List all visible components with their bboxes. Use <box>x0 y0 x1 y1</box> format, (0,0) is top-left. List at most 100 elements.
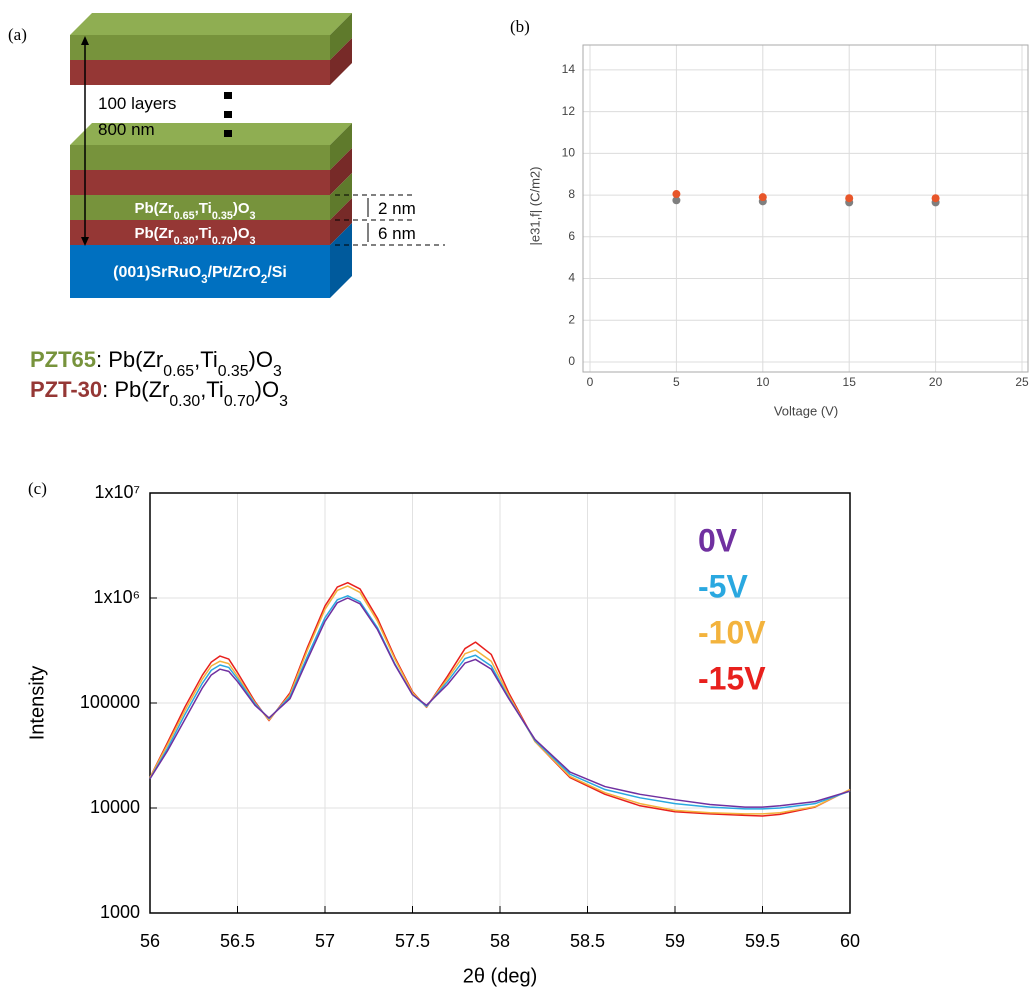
y-tick-label: 10 <box>562 146 576 160</box>
legend-entry: -5V <box>698 568 748 604</box>
material-legend: PZT-30: Pb(Zr0.30,Ti0.70)O3 <box>30 377 288 410</box>
subscript: 3 <box>279 393 288 410</box>
layer-label: Pb(Zr0.65,Ti0.35)O3 <box>134 200 255 222</box>
x-tick-label: 25 <box>1015 375 1029 389</box>
x-axis-title: 2θ (deg) <box>463 965 538 987</box>
stack-note: 100 layers <box>98 94 176 113</box>
data-point <box>845 194 854 203</box>
x-axis-title: Voltage (V) <box>774 403 838 418</box>
material-legend: PZT65: Pb(Zr0.65,Ti0.35)O3 <box>30 347 282 380</box>
layer-label: Pb(Zr0.30,Ti0.70)O3 <box>134 225 255 247</box>
y-tick-label: 1x10⁷ <box>94 482 140 502</box>
formula: : Pb(Zr0.65,Ti0.35)O3 <box>96 347 282 380</box>
ellipsis-dot <box>224 130 232 137</box>
data-point <box>672 196 681 205</box>
legend-entry: 0V <box>698 522 738 558</box>
text-segment: )O <box>233 200 250 217</box>
plot-area <box>583 45 1028 372</box>
thickness-label: 2 nm <box>378 199 416 218</box>
formula: : Pb(Zr0.30,Ti0.70)O3 <box>102 377 288 410</box>
chart: (b) 0 2 4 6 8 10 12 14 0 5 10 15 20 25 Voltage (V) |e31,… <box>510 17 1029 418</box>
y-tick-label: 4 <box>568 271 575 285</box>
x-tick-label: 57 <box>315 931 335 951</box>
text-segment: /Pt/ZrO <box>208 264 261 281</box>
x-tick-label: 10 <box>756 375 770 389</box>
layer-stack-diagram: (a) 100 layers 800 nm Pb(Zr0.65,Ti0.35)O… <box>8 13 445 410</box>
y-tick-label: 6 <box>568 229 575 243</box>
x-tick-label: 60 <box>840 931 860 951</box>
slab-side <box>330 223 352 298</box>
layer-pzt65 <box>70 145 330 170</box>
subscript: 0.35 <box>212 210 233 222</box>
arrow-head <box>81 36 89 45</box>
x-tick-label: 56 <box>140 931 160 951</box>
stack-note: 800 nm <box>98 120 155 139</box>
text-segment: : Pb(Zr <box>96 347 163 372</box>
substrate-label: (001)SrRuO3/Pt/ZrO2/Si <box>113 264 287 286</box>
material-name: PZT65 <box>30 347 96 372</box>
text-segment: )O <box>233 225 250 242</box>
x-tick-label: 58 <box>490 931 510 951</box>
y-tick-label: 2 <box>568 312 575 326</box>
x-tick-label: 0 <box>587 375 594 389</box>
slab-top <box>70 13 352 35</box>
subscript: 3 <box>273 363 282 380</box>
y-tick-label: 12 <box>562 104 576 118</box>
text-segment: )O <box>255 377 279 402</box>
thickness-label: 6 nm <box>378 224 416 243</box>
y-tick-label: 100000 <box>80 692 140 712</box>
subscript: 0.35 <box>218 363 249 380</box>
subscript: 0.70 <box>212 235 233 247</box>
x-tick-label: 57.5 <box>395 931 430 951</box>
data-point <box>931 194 940 203</box>
layer-pzt65 <box>70 195 330 220</box>
x-tick-label: 5 <box>673 375 680 389</box>
slab-side <box>330 123 352 170</box>
text-segment: /Si <box>267 264 287 281</box>
arrow-head <box>81 237 89 246</box>
subscript: 0.65 <box>174 210 195 222</box>
slab-side <box>330 13 352 60</box>
x-tick-label: 59.5 <box>745 931 780 951</box>
x-tick-label: 15 <box>843 375 857 389</box>
x-tick-label: 56.5 <box>220 931 255 951</box>
x-tick-label: 59 <box>665 931 685 951</box>
substrate <box>70 245 330 298</box>
text-segment: Pb(Zr <box>134 200 173 217</box>
y-axis-title: Intensity <box>26 666 48 740</box>
slab-side <box>330 173 352 220</box>
layer-pzt30 <box>70 60 330 85</box>
data-line <box>149 585 851 815</box>
y-tick-label: 10000 <box>90 797 140 817</box>
panel-label: (b) <box>510 17 530 36</box>
data-line <box>149 597 851 808</box>
plot-frame <box>582 44 1029 373</box>
legend-entry: -15V <box>698 660 766 696</box>
subscript: 0.65 <box>163 363 194 380</box>
legend-entry: -10V <box>698 614 766 650</box>
subscript: 2 <box>261 274 267 286</box>
panel-label: (a) <box>8 25 27 44</box>
material-name: PZT-30 <box>30 377 102 402</box>
y-tick-label: 8 <box>568 187 575 201</box>
layer-pzt30 <box>70 170 330 195</box>
plot-frame <box>149 492 851 914</box>
panel-label: (c) <box>28 479 47 498</box>
subscript: 0.30 <box>169 393 200 410</box>
ellipsis-dot <box>224 111 232 118</box>
subscript: 3 <box>201 274 207 286</box>
y-tick-label: 14 <box>562 62 576 76</box>
y-tick-label: 1x10⁶ <box>94 587 140 607</box>
slab-side <box>330 198 352 245</box>
subscript: 3 <box>250 210 256 222</box>
text-segment: ,Ti <box>194 347 218 372</box>
text-segment: Pb(Zr <box>134 225 173 242</box>
y-tick-label: 1000 <box>100 902 140 922</box>
subscript: 0.70 <box>224 393 255 410</box>
slab-side <box>330 38 352 85</box>
text-segment: ,Ti <box>200 377 224 402</box>
subscript: 0.30 <box>174 235 195 247</box>
y-axis-title: |e31,f| (C/m2) <box>527 167 542 246</box>
y-tick-label: 0 <box>568 354 575 368</box>
